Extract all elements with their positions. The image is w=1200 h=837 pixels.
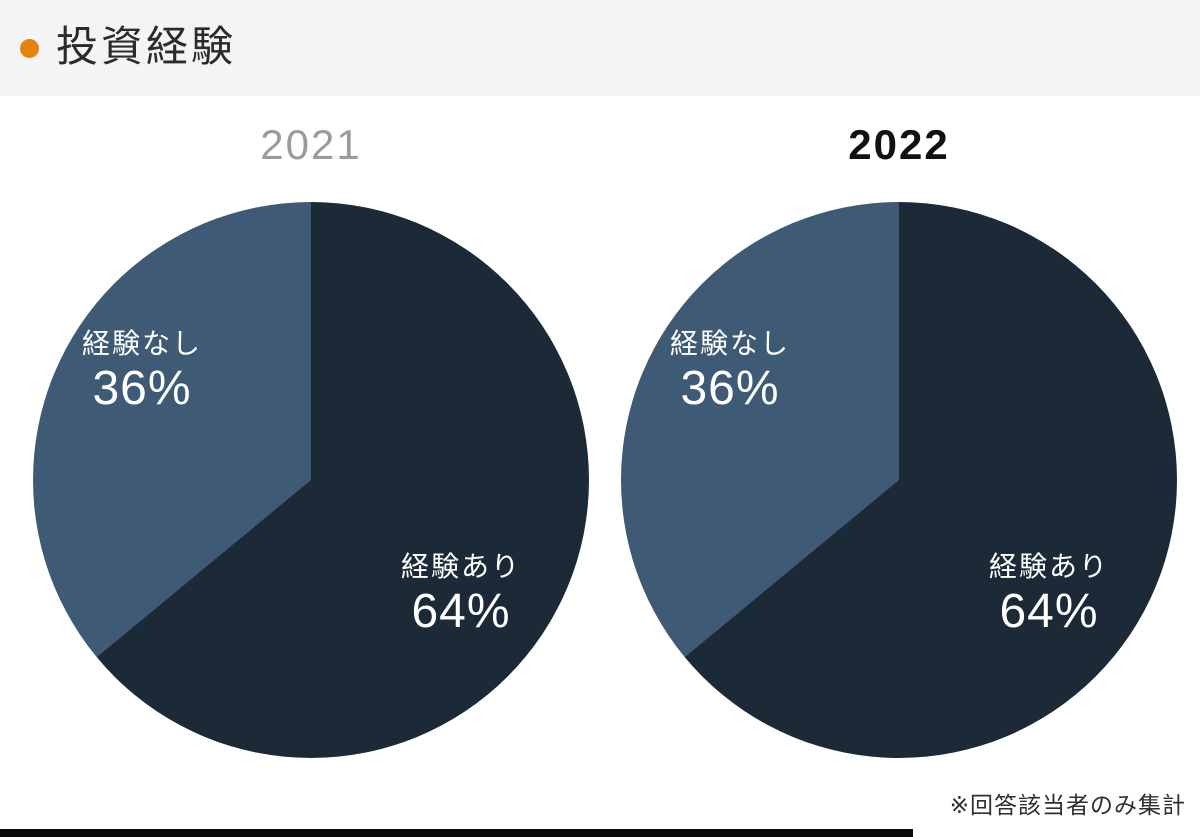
slice-percent: 36% bbox=[680, 362, 780, 415]
pie-chart-2021: 経験なし 36% 経験あり 64% bbox=[33, 202, 589, 758]
bullet-icon bbox=[20, 38, 39, 58]
section-header: 投資経験 bbox=[0, 0, 1200, 96]
slice-label-no-experience: 経験なし 36% bbox=[670, 327, 790, 417]
slice-label-experience: 経験あり 64% bbox=[989, 550, 1109, 640]
slice-percent: 64% bbox=[411, 585, 511, 638]
slice-label-no-experience: 経験なし 36% bbox=[82, 327, 202, 417]
footnote: ※回答該当者のみ集計 bbox=[949, 792, 1186, 818]
slice-percent: 64% bbox=[999, 585, 1099, 638]
chart-title-2022: 2022 bbox=[848, 121, 950, 168]
slice-name: 経験あり bbox=[400, 551, 522, 582]
slice-percent: 36% bbox=[92, 362, 192, 415]
slice-name: 経験なし bbox=[81, 328, 203, 359]
slice-name: 経験なし bbox=[669, 328, 791, 359]
pie-chart-2022: 経験なし 36% 経験あり 64% bbox=[621, 202, 1177, 758]
slice-name: 経験あり bbox=[988, 551, 1110, 582]
bottom-divider-bar bbox=[0, 829, 913, 837]
page-title: 投資経験 bbox=[56, 23, 237, 70]
slice-label-experience: 経験あり 64% bbox=[401, 550, 521, 640]
chart-title-2021: 2021 bbox=[260, 121, 362, 168]
